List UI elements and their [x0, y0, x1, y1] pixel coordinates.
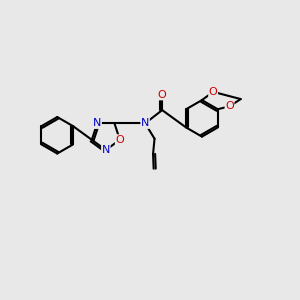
Text: O: O: [225, 101, 234, 111]
Text: N: N: [102, 145, 110, 155]
Text: O: O: [158, 90, 167, 100]
Text: O: O: [116, 135, 124, 145]
Text: O: O: [209, 87, 218, 97]
Text: N: N: [141, 118, 149, 128]
Text: N: N: [93, 118, 101, 128]
